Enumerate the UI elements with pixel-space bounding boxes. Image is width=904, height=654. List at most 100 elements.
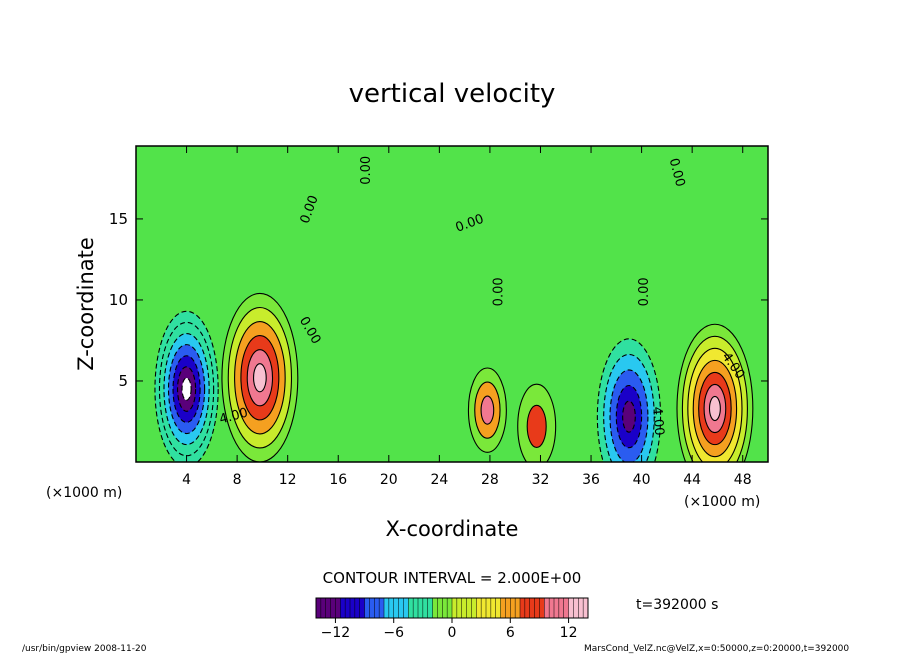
updraft-contour (253, 363, 267, 393)
colorbar-swatch (354, 598, 361, 618)
plot-frame (135, 145, 769, 463)
colorbar-swatch (486, 598, 492, 618)
colorbar-swatch (413, 598, 419, 618)
colorbar-swatch (374, 598, 380, 618)
colorbar-swatch (524, 598, 531, 618)
colorbar-swatch (549, 598, 555, 618)
colorbar-swatch (452, 598, 458, 618)
colorbar-swatch (340, 598, 346, 618)
plot-area: 0.000.00 0.000.000.00 0.000.004.004.004.00 (136, 146, 768, 462)
downdraft-cell (154, 310, 219, 462)
colorbar-swatch (359, 598, 366, 618)
updraft-cell (467, 367, 507, 453)
colorbar-swatch (384, 598, 390, 618)
colorbar-swatch (422, 598, 429, 618)
colorbar-swatch (544, 598, 550, 618)
x-tick-label: 36 (582, 472, 600, 488)
velocity-field (154, 292, 754, 462)
contour-label: 4.00 (649, 406, 666, 436)
y-tick-label: 15 (109, 210, 128, 228)
x-tick-label: 16 (329, 472, 347, 488)
colorbar-swatch (500, 598, 506, 618)
colorbar-tick-label: 6 (506, 625, 515, 641)
colorbar-swatch (345, 598, 351, 618)
x-unit-right: (×1000 m) (684, 494, 760, 510)
colorbar-swatch (520, 598, 526, 618)
colorbar-swatch (515, 598, 521, 618)
updraft-contour (708, 395, 721, 422)
updraft-contour (526, 404, 547, 448)
colorbar-swatch (578, 598, 584, 618)
colorbar-swatch (379, 598, 385, 618)
colorbar-swatch (558, 598, 565, 618)
colorbar-swatch (432, 598, 438, 618)
colorbar-swatch (447, 598, 453, 618)
time-text: t=392000 s (636, 597, 718, 613)
colorbar-swatch (350, 598, 356, 618)
downdraft-contour (622, 400, 636, 433)
colorbar-swatch (364, 598, 370, 618)
colorbar-swatch (330, 598, 336, 618)
contour-label: 0.00 (359, 156, 374, 185)
x-tick-label: 4 (182, 472, 191, 488)
x-tick-label: 12 (279, 472, 297, 488)
updraft-contour (480, 395, 495, 425)
x-tick-label: 8 (233, 472, 242, 488)
footer-right: MarsCond_VelZ.nc@VelZ,x=0:50000,z=0:2000… (584, 644, 849, 654)
x-tick-label: 40 (633, 472, 651, 488)
colorbar-swatch (495, 598, 502, 618)
y-tick-label: 5 (118, 372, 128, 390)
colorbar-tick-label: −12 (321, 625, 351, 641)
colorbar-swatch (466, 598, 472, 618)
footer-left: /usr/bin/gpview 2008-11-20 (22, 644, 147, 654)
downdraft-cell (596, 338, 662, 462)
colorbar-swatch (437, 598, 443, 618)
x-tick-label: 44 (683, 472, 701, 488)
contour-label: 0.00 (492, 277, 507, 306)
colorbar-swatch (573, 598, 579, 618)
x-tick-label: 20 (380, 472, 398, 488)
updraft-cell (221, 292, 299, 462)
x-axis: 4 8 12 16 20 24 28 32 36 40 44 48 (182, 146, 752, 488)
colorbar-swatch (398, 598, 404, 618)
colorbar-swatch (471, 598, 477, 618)
chart-title: vertical velocity (349, 79, 556, 109)
colorbar-swatch (539, 598, 545, 618)
colorbar-swatch (316, 598, 322, 618)
colorbar-swatch (325, 598, 332, 618)
colorbar-tick-label: 12 (560, 625, 578, 641)
downdraft-contour (181, 377, 192, 401)
updraft-cell (676, 323, 754, 462)
contour-label: 0.00 (666, 157, 688, 189)
colorbar-swatch (393, 598, 400, 618)
colorbar-swatch (568, 598, 574, 618)
colorbar-swatch (388, 598, 395, 618)
x-tick-label: 48 (734, 472, 752, 488)
y-axis-label: Z-coordinate (74, 237, 98, 371)
colorbar-swatch (320, 598, 327, 618)
x-tick-label: 24 (430, 472, 448, 488)
contour-interval-text: CONTOUR INTERVAL = 2.000E+00 (323, 569, 582, 587)
colorbar-swatch (490, 598, 497, 618)
colorbar-swatch (427, 598, 434, 618)
colorbar-swatch (534, 598, 540, 618)
colorbar-tick-label: −6 (383, 625, 404, 641)
colorbar-swatch (529, 598, 536, 618)
x-axis-label: X-coordinate (386, 517, 519, 541)
colorbar-swatch (461, 598, 468, 618)
colorbar-swatch (369, 598, 375, 618)
colorbar-swatch (554, 598, 560, 618)
x-tick-label: 28 (481, 472, 499, 488)
colorbar-swatch (442, 598, 448, 618)
x-tick-label: 32 (532, 472, 550, 488)
updraft-cell (517, 383, 557, 462)
colorbar-swatch (476, 598, 482, 618)
colorbar-swatch (408, 598, 414, 618)
colorbar-swatch (505, 598, 511, 618)
colorbar: −12 −6 0 6 12 (315, 597, 589, 641)
y-tick-label: 10 (109, 291, 128, 309)
colorbar-swatch (481, 598, 487, 618)
x-unit-left: (×1000 m) (46, 485, 122, 501)
colorbar-tick-label: 0 (448, 625, 457, 641)
